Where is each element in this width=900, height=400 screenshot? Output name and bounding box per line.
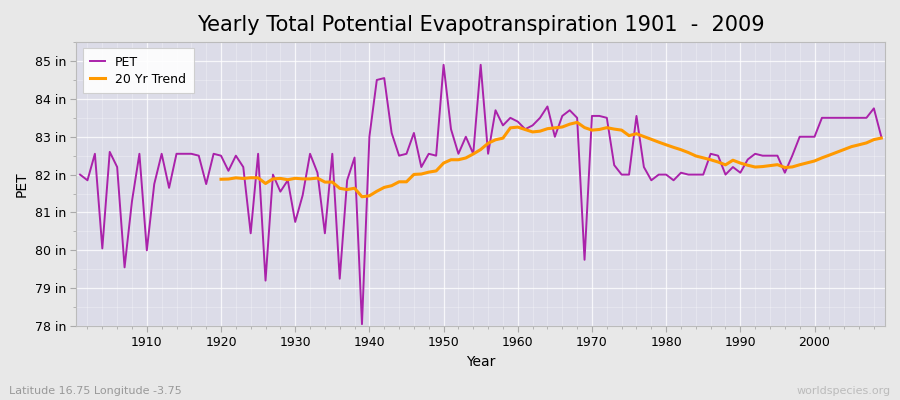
PET bbox=[616, 172, 627, 177]
20 Yr Trend bbox=[690, 154, 701, 158]
20 Yr Trend bbox=[876, 136, 886, 140]
Line: 20 Yr Trend: 20 Yr Trend bbox=[221, 122, 881, 197]
20 Yr Trend bbox=[795, 162, 806, 167]
Y-axis label: PET: PET bbox=[15, 171, 29, 197]
20 Yr Trend bbox=[356, 194, 367, 199]
PET bbox=[876, 134, 886, 139]
X-axis label: Year: Year bbox=[466, 355, 495, 369]
20 Yr Trend bbox=[423, 170, 434, 174]
Title: Yearly Total Potential Evapotranspiration 1901  -  2009: Yearly Total Potential Evapotranspiratio… bbox=[197, 15, 764, 35]
PET bbox=[356, 322, 367, 326]
20 Yr Trend bbox=[572, 120, 582, 125]
PET bbox=[342, 178, 353, 183]
Legend: PET, 20 Yr Trend: PET, 20 Yr Trend bbox=[83, 48, 194, 93]
PET bbox=[297, 193, 308, 198]
PET bbox=[527, 123, 538, 128]
Text: Latitude 16.75 Longitude -3.75: Latitude 16.75 Longitude -3.75 bbox=[9, 386, 182, 396]
20 Yr Trend bbox=[779, 165, 790, 170]
20 Yr Trend bbox=[216, 177, 227, 182]
PET bbox=[134, 151, 145, 156]
PET bbox=[75, 172, 86, 177]
20 Yr Trend bbox=[304, 176, 315, 181]
20 Yr Trend bbox=[861, 140, 872, 145]
PET bbox=[438, 62, 449, 67]
PET bbox=[520, 127, 531, 132]
Text: worldspecies.org: worldspecies.org bbox=[796, 386, 891, 396]
Line: PET: PET bbox=[80, 65, 881, 324]
